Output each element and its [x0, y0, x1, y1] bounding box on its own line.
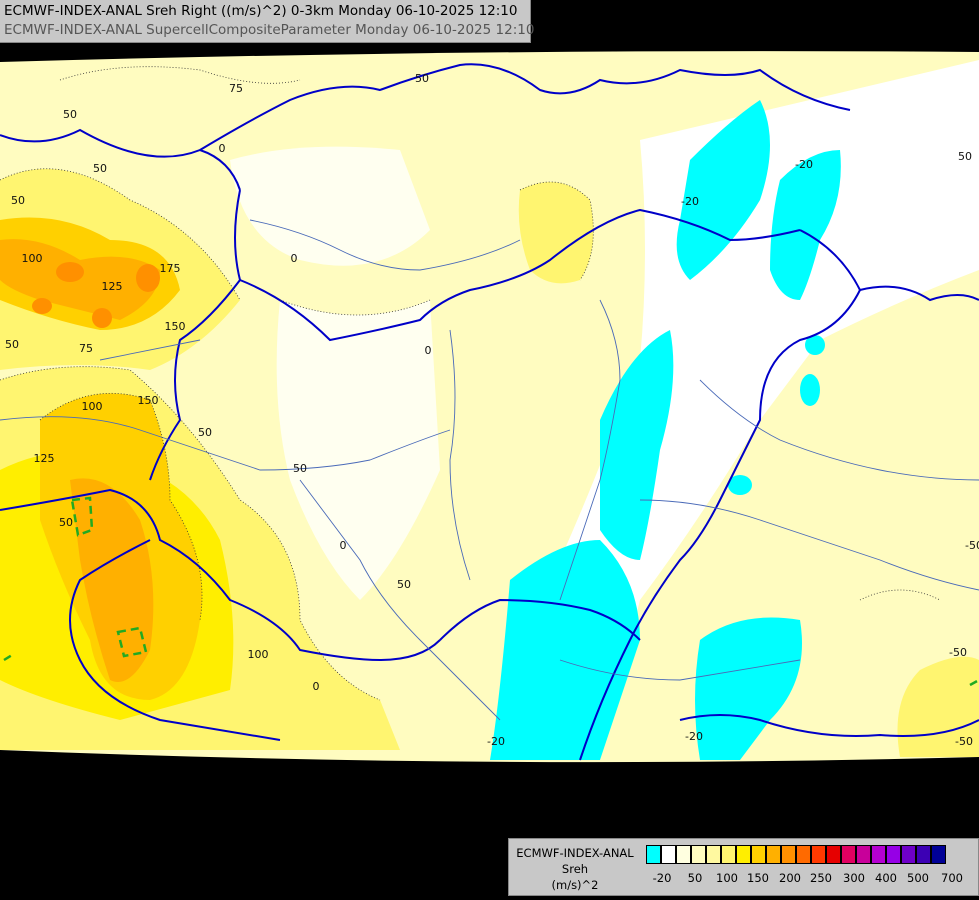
contour-label: 50 — [11, 194, 25, 207]
legend-swatch — [916, 845, 931, 864]
contour-label: 50 — [397, 578, 411, 591]
cyan-zone-south — [490, 540, 640, 760]
contour-label: 100 — [248, 648, 269, 661]
contour-label: 125 — [34, 452, 55, 465]
legend-tick-label: 150 — [747, 871, 769, 885]
contour-label: 50 — [5, 338, 19, 351]
contour-label: 175 — [160, 262, 181, 275]
title-box: ECMWF-INDEX-ANAL Sreh Right ((m/s)^2) 0-… — [0, 0, 535, 43]
cyan-zone-southeast — [695, 617, 802, 760]
legend-swatch — [901, 845, 916, 864]
contour-label: 50 — [59, 516, 73, 529]
contour-label: 0 — [291, 252, 298, 265]
legend-swatch — [751, 845, 766, 864]
orange-zone-core — [70, 478, 154, 682]
rivers — [0, 219, 979, 721]
country-borders — [0, 63, 979, 761]
legend-swatch — [856, 845, 871, 864]
title-line-1: ECMWF-INDEX-ANAL Sreh Right ((m/s)^2) 0-… — [4, 3, 518, 19]
legend-tick-label: -20 — [652, 871, 672, 885]
yellow-zone-north-center — [518, 182, 594, 284]
contours — [0, 66, 941, 701]
white-zone-east — [520, 60, 979, 760]
legend-swatch — [706, 845, 721, 864]
yellow-zone-east — [897, 656, 979, 757]
contour-label: 150 — [165, 320, 186, 333]
legend-swatch — [646, 845, 661, 864]
legend-swatch — [796, 845, 811, 864]
legend-swatch — [676, 845, 691, 864]
legend-tick-label: 100 — [716, 871, 738, 885]
title-line-2: ECMWF-INDEX-ANAL SupercellCompositeParam… — [4, 22, 535, 38]
legend-swatch — [811, 845, 826, 864]
contour-label: 0 — [219, 142, 226, 155]
scp-contours — [3, 496, 979, 687]
legend-tick-label: 300 — [843, 871, 865, 885]
contour-label: 50 — [63, 108, 77, 121]
legend-model: ECMWF-INDEX-ANAL — [516, 846, 634, 860]
contour-label: 125 — [102, 280, 123, 293]
contour-label: -50 — [955, 735, 973, 748]
legend-swatch — [826, 845, 841, 864]
legend-parameter: Sreh — [561, 862, 589, 876]
cyan-zone-north — [676, 100, 770, 280]
legend-caption: ECMWF-INDEX-ANAL Sreh (m/s)^2 — [509, 845, 641, 893]
contour-label-group: 50 75 0 50 50 100 125 175 150 50 75 100 150 125 50 50 50… — [5, 72, 979, 748]
legend-swatch — [691, 845, 706, 864]
legend-swatch — [721, 845, 736, 864]
cyan-zone-northeast — [770, 150, 841, 300]
contour-label: 0 — [425, 344, 432, 357]
legend-swatch — [886, 845, 901, 864]
legend-ticks: -20 50 100 150 200 250 300 400 500 700 — [646, 871, 976, 887]
legend-tick-label: 500 — [907, 871, 929, 885]
legend-tick-label: 400 — [875, 871, 897, 885]
contour-label: -50 — [949, 646, 967, 659]
legend-swatch — [931, 845, 946, 864]
legend-unit: (m/s)^2 — [551, 878, 599, 892]
legend-tick-label: 700 — [941, 871, 963, 885]
legend-swatch — [781, 845, 796, 864]
contour-label: 50 — [958, 150, 972, 163]
color-legend: ECMWF-INDEX-ANAL Sreh (m/s)^2 -20 50 100 15… — [508, 838, 979, 896]
legend-swatch — [736, 845, 751, 864]
contour-label: 50 — [198, 426, 212, 439]
contour-label: 50 — [93, 162, 107, 175]
contour-label: -50 — [965, 539, 979, 552]
legend-tick-label: 250 — [810, 871, 832, 885]
contour-label: 150 — [138, 394, 159, 407]
contour-label: 100 — [22, 252, 43, 265]
contour-label: -20 — [681, 195, 699, 208]
contour-label: 50 — [415, 72, 429, 85]
contour-label: -20 — [487, 735, 505, 748]
contour-label: 50 — [293, 462, 307, 475]
contour-label: 100 — [82, 400, 103, 413]
contour-label: 0 — [340, 539, 347, 552]
contour-label: 0 — [313, 680, 320, 693]
legend-swatches — [646, 845, 946, 864]
contour-label: -20 — [685, 730, 703, 743]
contour-label: -20 — [795, 158, 813, 171]
white-zone-center — [276, 300, 440, 600]
legend-swatch — [661, 845, 676, 864]
legend-tick-label: 200 — [779, 871, 801, 885]
contour-label: 75 — [229, 82, 243, 95]
contour-label: 75 — [79, 342, 93, 355]
legend-swatch — [766, 845, 781, 864]
legend-swatch — [841, 845, 856, 864]
legend-tick-label: 50 — [687, 871, 703, 885]
legend-swatch — [871, 845, 886, 864]
white-zone-north — [230, 146, 430, 266]
